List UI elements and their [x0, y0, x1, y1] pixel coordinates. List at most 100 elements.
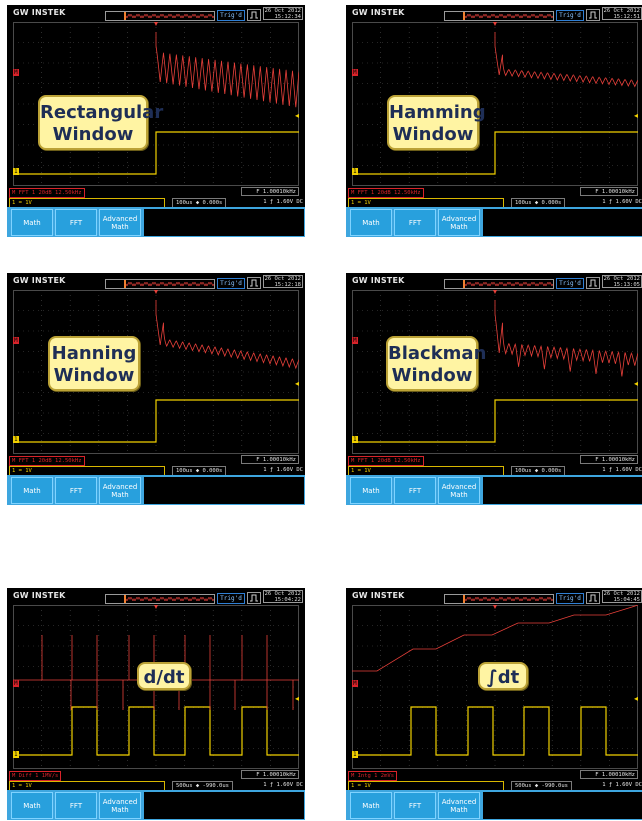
waveform-grid: M 1 d/dt — [13, 605, 299, 769]
fft-menu-button[interactable]: FFT — [55, 209, 97, 236]
advanced-math-menu-button[interactable]: Advanced Math — [438, 209, 480, 236]
date-time-box: 26 Oct 2012 15:04:45 — [602, 590, 642, 603]
trigger-readout[interactable]: 1 ƒ 1.60V DC — [602, 467, 642, 473]
math-menu-button[interactable]: Math — [11, 477, 53, 504]
window-callout: Rectangular Window — [38, 95, 164, 150]
memory-bar[interactable] — [444, 11, 554, 21]
scope-header: GW INSTEK Trig'd 26 Oct 2012 15:04:22 — [7, 588, 305, 605]
date-time-box: 26 Oct 2012 15:13:05 — [602, 275, 642, 288]
date-text: 26 Oct 2012 — [603, 591, 640, 597]
date-text: 26 Oct 2012 — [603, 276, 640, 282]
math-channel-label[interactable]: M Intg 1 2mVs — [348, 771, 398, 781]
advanced-math-menu-button[interactable]: Advanced Math — [438, 477, 480, 504]
ch1-marker: 1 — [13, 168, 19, 175]
window-callout: Blackman Window — [386, 336, 486, 391]
ch1-trace — [352, 399, 638, 443]
math-menu-button[interactable]: Math — [350, 792, 392, 819]
scope-screen-hanning: GW INSTEK Trig'd 26 Oct 2012 15:12:18 M 1 Hann… — [7, 273, 305, 505]
date-text: 26 Oct 2012 — [264, 591, 301, 597]
math-menu-button[interactable]: Math — [350, 209, 392, 236]
math-menu-button[interactable]: Math — [350, 477, 392, 504]
math-marker: M — [352, 337, 358, 344]
trigger-readout[interactable]: 1 ƒ 1.60V DC — [602, 199, 642, 205]
math-channel-label[interactable]: M FFT 1 20dB 12.50kHz — [9, 188, 85, 198]
math-channel-label[interactable]: M Diff 1 1MV/s — [9, 771, 62, 781]
date-time-box: 26 Oct 2012 15:12:51 — [602, 7, 642, 20]
trigger-readout[interactable]: 1 ƒ 1.60V DC — [263, 199, 303, 205]
memory-bar[interactable] — [444, 279, 554, 289]
ch1-marker: 1 — [352, 436, 358, 443]
trigger-edge-icon — [586, 277, 600, 289]
advanced-math-menu-button[interactable]: Advanced Math — [99, 792, 141, 819]
memory-bar[interactable] — [444, 594, 554, 604]
ch1-marker: 1 — [13, 436, 19, 443]
scope-screen-blackman: GW INSTEK Trig'd 26 Oct 2012 15:13:05 M 1 Blac… — [346, 273, 642, 505]
channel-status-row: 1 = 1V 500us ◆ -990.0us 1 ƒ 1.60V DC — [346, 781, 642, 791]
math-channel-label[interactable]: M FFT 1 20dB 12.50kHz — [348, 188, 424, 198]
time-text: 15:04:22 — [274, 597, 302, 603]
date-time-box: 26 Oct 2012 15:12:34 — [263, 7, 303, 20]
ch1-marker: 1 — [352, 751, 358, 758]
advanced-math-menu-button[interactable]: Advanced Math — [99, 477, 141, 504]
memory-bar[interactable] — [105, 279, 215, 289]
trigger-status-badge: Trig'd — [556, 593, 584, 604]
math-menu-button[interactable]: Math — [11, 792, 53, 819]
window-callout: Hanning Window — [48, 336, 140, 391]
memory-wave-icon — [463, 280, 553, 288]
math-marker: M — [352, 69, 358, 76]
menu-empty-area — [483, 477, 642, 504]
callout-line: Window — [391, 365, 473, 386]
fft-menu-button[interactable]: FFT — [394, 209, 436, 236]
memory-wave-icon — [124, 280, 214, 288]
trigger-status-badge: Trig'd — [556, 278, 584, 289]
brand-logo: GW INSTEK — [13, 591, 66, 600]
trigger-readout[interactable]: 1 ƒ 1.60V DC — [602, 782, 642, 788]
math-marker: M — [13, 337, 19, 344]
ch1-trace — [13, 131, 299, 175]
callout-line: Window — [53, 365, 135, 386]
math-menu-button[interactable]: Math — [11, 209, 53, 236]
time-text: 15:12:18 — [274, 282, 302, 288]
channel-status-row: 1 = 1V 100us ◆ 0.000s 1 ƒ 1.60V DC — [346, 466, 642, 476]
callout-line: Rectangular — [40, 102, 164, 123]
fft-menu-button[interactable]: FFT — [55, 477, 97, 504]
memory-wave-icon — [124, 595, 214, 603]
trigger-edge-icon — [247, 9, 261, 21]
frequency-readout: F 1.00010kHz — [241, 187, 299, 196]
trigger-readout[interactable]: 1 ƒ 1.60V DC — [263, 467, 303, 473]
callout-line: Hamming — [389, 102, 486, 123]
math-trace — [494, 32, 638, 88]
ch1-trace — [13, 399, 299, 443]
soft-menu-bar: Math FFT Advanced Math — [346, 207, 642, 237]
scope-screen-hamming: GW INSTEK Trig'd 26 Oct 2012 15:12:51 M 1 Hamm… — [346, 5, 642, 237]
ch1-trace — [352, 706, 638, 756]
brand-logo: GW INSTEK — [352, 591, 405, 600]
math-channel-label[interactable]: M FFT 1 20dB 12.50kHz — [348, 456, 424, 466]
fft-menu-button[interactable]: FFT — [394, 792, 436, 819]
menu-empty-area — [144, 792, 304, 819]
memory-bar[interactable] — [105, 11, 215, 21]
brand-logo: GW INSTEK — [13, 8, 66, 17]
math-trace — [155, 32, 299, 108]
brand-logo: GW INSTEK — [352, 276, 405, 285]
fft-menu-button[interactable]: FFT — [394, 477, 436, 504]
trigger-readout[interactable]: 1 ƒ 1.60V DC — [263, 782, 303, 788]
advanced-math-menu-button[interactable]: Advanced Math — [438, 792, 480, 819]
math-marker: M — [13, 69, 19, 76]
ch1-marker: 1 — [352, 168, 358, 175]
math-channel-label[interactable]: M FFT 1 20dB 12.50kHz — [9, 456, 85, 466]
math-trace — [494, 300, 638, 377]
channel-status-row: 1 = 1V 100us ◆ 0.000s 1 ƒ 1.60V DC — [7, 466, 305, 476]
memory-bar[interactable] — [105, 594, 215, 604]
math-status-row: M FFT 1 20dB 12.50kHz F 1.00010kHz — [7, 455, 305, 466]
math-status-row: M FFT 1 20dB 12.50kHz F 1.00010kHz — [7, 187, 305, 198]
soft-menu-bar: Math FFT Advanced Math — [7, 475, 305, 505]
fft-menu-button[interactable]: FFT — [55, 792, 97, 819]
date-text: 26 Oct 2012 — [264, 8, 301, 14]
math-status-row: M FFT 1 20dB 12.50kHz F 1.00010kHz — [346, 187, 642, 198]
scope-screen-rect: GW INSTEK Trig'd 26 Oct 2012 15:12:34 M 1 Rect… — [7, 5, 305, 237]
frequency-readout: F 1.00010kHz — [241, 455, 299, 464]
ch1-marker: 1 — [13, 751, 19, 758]
advanced-math-menu-button[interactable]: Advanced Math — [99, 209, 141, 236]
memory-wave-icon — [463, 12, 553, 20]
